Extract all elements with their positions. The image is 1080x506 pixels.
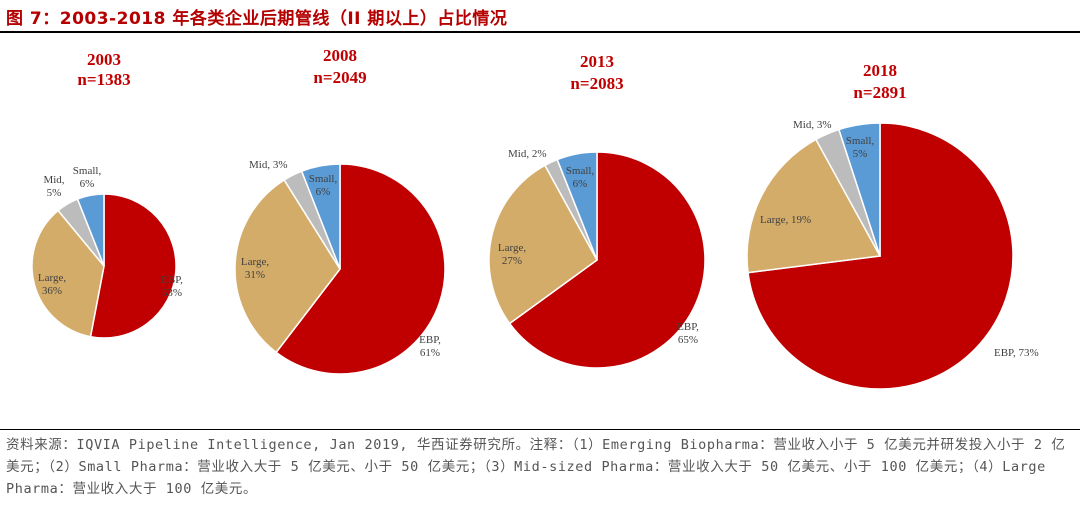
pie-n-2008: n=2049: [313, 68, 366, 87]
slice-small-2018: [837, 122, 881, 257]
pie-year-2018: 2018: [863, 61, 897, 80]
label-small-2018: Small, 5%: [846, 135, 875, 160]
pie-year-2003: 2003: [87, 50, 121, 69]
label-mid-2013: Mid, 2%: [508, 148, 547, 160]
bottom-rule: [0, 429, 1080, 430]
pie-year-2008: 2008: [323, 46, 357, 65]
label-ebp-2003: EBP, 53%: [161, 274, 183, 299]
slice-ebp-2008: [275, 163, 446, 375]
label-ebp-2008: EBP, 61%: [419, 334, 441, 359]
pie-chart-2018: 2018 n=2891 EBP, 73% Large, 19% Mid, 3% Small…: [746, 61, 1039, 390]
label-small-2008: Small, 6%: [309, 173, 338, 198]
pie-chart-2013: 2013 n=2083 EBP, 65% Large, 27% Mid, 2% Small, 6…: [488, 52, 706, 369]
slice-large-2003: [31, 209, 105, 338]
top-rule: [0, 31, 1080, 33]
label-mid-2018: Mid, 3%: [793, 119, 832, 131]
label-large-2013: Large, 27%: [498, 242, 526, 267]
label-large-2008: Large, 31%: [241, 256, 269, 281]
label-ebp-2018: EBP, 73%: [994, 347, 1039, 359]
slice-small-2008: [300, 163, 341, 270]
label-small-2003: Small, 6%: [73, 165, 102, 190]
pie-n-2018: n=2891: [853, 83, 906, 102]
label-large-2003: Large, 36%: [38, 272, 66, 297]
source-note: 资料来源：IQVIA Pipeline Intelligence, Jan 20…: [6, 437, 1066, 497]
figure-title: 图 7：2003-2018 年各类企业后期管线（II 期以上）占比情况: [6, 9, 508, 29]
slice-large-2008: [234, 178, 341, 354]
label-large-2018: Large, 19%: [760, 214, 811, 226]
slice-small-2013: [556, 151, 598, 261]
pie-chart-2008: 2008 n=2049 EBP, 61% Large, 31% Mid, 3% Small, 6…: [234, 46, 446, 375]
pie-year-2013: 2013: [580, 52, 614, 71]
label-mid-2008: Mid, 3%: [249, 159, 288, 171]
pie-n-2013: n=2083: [570, 74, 623, 93]
slice-ebp-2003: [89, 193, 177, 339]
slice-small-2003: [76, 193, 105, 267]
slice-large-2018: [746, 138, 882, 274]
slice-ebp-2013: [508, 151, 706, 369]
label-ebp-2013: EBP, 65%: [677, 321, 699, 346]
pie-n-2003: n=1383: [77, 70, 130, 89]
slice-large-2013: [488, 164, 598, 325]
label-mid-2003: Mid, 5%: [43, 174, 64, 199]
label-small-2013: Small, 6%: [566, 165, 595, 190]
